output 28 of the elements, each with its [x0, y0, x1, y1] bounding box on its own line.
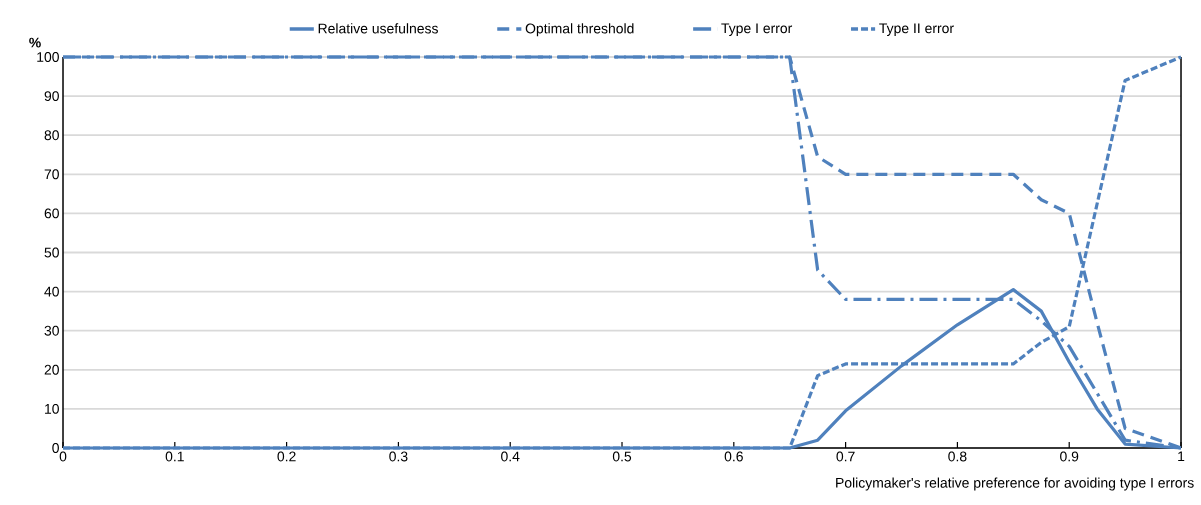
y-tick-label: 70	[44, 169, 59, 180]
legend-label: Type II error	[879, 23, 954, 36]
x-tick-label: 0	[59, 451, 67, 462]
x-tick-label: 0.2	[277, 451, 296, 462]
x-tick-label: 0.4	[501, 451, 520, 462]
legend-label: Optimal threshold	[525, 23, 634, 37]
x-tick-label: 0.7	[836, 451, 855, 462]
legend-label: Type I error	[721, 23, 793, 36]
x-tick-label: 0.5	[612, 451, 632, 462]
y-tick-label: 90	[44, 91, 59, 102]
y-tick-label: 50	[44, 247, 59, 258]
y-tick-label: 20	[44, 364, 59, 375]
x-axis-title: Policymaker's relative preference for avoiding type I errors	[836, 477, 1194, 491]
x-tick-label: 0.9	[1060, 451, 1079, 462]
x-tick-label: 0.3	[389, 451, 408, 462]
y-tick-label: 80	[44, 130, 59, 141]
y-tick-label: 100	[37, 52, 59, 62]
x-tick-label: 0.1	[165, 451, 184, 462]
y-tick-label: 0	[52, 443, 59, 453]
y-tick-label: 60	[44, 208, 59, 219]
y-axis-title: %	[29, 37, 41, 48]
x-tick-label: 0.8	[948, 451, 967, 462]
legend-label: Relative usefulness	[318, 23, 438, 34]
x-tick-label: 1	[1178, 451, 1185, 462]
y-tick-label: 40	[44, 286, 59, 297]
y-tick-label: 10	[45, 403, 59, 414]
y-tick-label: 30	[44, 325, 59, 336]
x-tick-label: 0.6	[724, 451, 743, 462]
